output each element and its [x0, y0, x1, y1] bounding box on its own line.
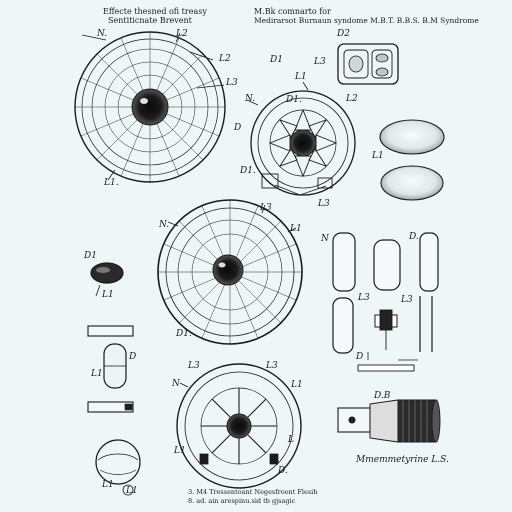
label-l3f: L3: [401, 295, 413, 305]
label-l1f: L1: [91, 369, 103, 379]
label-d1b: D1.: [286, 95, 302, 105]
label-l3h: L3: [266, 361, 278, 371]
label-db1: D.B: [374, 391, 391, 401]
label-l1i: L1: [102, 480, 114, 490]
right-subtitle: Medirarsot Burnaun syndome M.B.T. B.B.S.…: [254, 16, 479, 25]
label-l1e: L1: [102, 290, 114, 300]
label-lc: L: [288, 435, 294, 445]
coupling-top-right-icon: [337, 43, 399, 85]
label-l2c: L2: [346, 94, 358, 104]
label-nf: N: [172, 379, 180, 389]
label-d1: D1: [270, 55, 283, 65]
label-d3: D: [129, 352, 137, 362]
label-l3d: L3: [260, 203, 272, 213]
footer-line-2: 8. ad. ain arespinu.sid tb gjsagic: [188, 497, 296, 505]
lens-right-icon: [379, 119, 445, 201]
left-title: Effecte thesned ofi treasy: [103, 7, 207, 16]
label-l1h: L1: [174, 446, 186, 456]
label-db: D: [234, 123, 242, 133]
label-l1c: L1: [372, 151, 384, 161]
label-l2b: L2: [219, 54, 231, 64]
label-l3g: L3: [188, 361, 200, 371]
label-d1e: D1: [84, 251, 97, 261]
label-l3a: L3: [226, 78, 238, 88]
label-nd: N: [321, 234, 329, 244]
rounded-cylinders-icon: [332, 232, 439, 372]
right-title: M.Bk comnarto for: [254, 7, 331, 16]
label-l1b: L1: [295, 72, 307, 82]
label-l2a: L2: [176, 29, 188, 39]
rods-icon: [87, 325, 134, 413]
cylinder-assembly-icon: [337, 399, 441, 443]
pill-icon: [103, 343, 127, 389]
label-d2b: D.: [409, 232, 419, 242]
left-subtitle: Sentiticnate Brevent: [108, 16, 192, 25]
label-l1j: L1: [126, 486, 138, 496]
label-l3b: L3: [314, 57, 326, 67]
label-d2: D2: [337, 29, 350, 39]
label-d1c: D1.: [240, 166, 256, 176]
footer-line-1: 3. M4 Tressentoant Negesfroent Flesih: [188, 488, 318, 496]
label-l1: L1.: [104, 178, 119, 188]
label-l1d: L1: [290, 224, 302, 234]
round-chart-bottom-icon: [176, 363, 302, 489]
label-d2c: D.: [278, 466, 288, 476]
label-dg: D: [356, 352, 364, 362]
label-l3c: L3: [318, 199, 330, 209]
label-d1d: D1.: [176, 329, 192, 339]
round-chart-top-left-icon: [74, 31, 226, 183]
label-nc: N.: [159, 220, 170, 230]
round-chart-center-icon: [157, 199, 303, 345]
wheel-top-center-icon: [246, 81, 356, 196]
label-l3e: L3: [358, 293, 370, 303]
label-l1g: L1: [291, 380, 303, 390]
small-bean-icon: [90, 262, 124, 297]
right-caption: Mmemmetyrine L.S.: [356, 455, 449, 465]
sphere-icon: [95, 439, 141, 496]
label-n1: N.: [97, 29, 108, 39]
label-nb: N.: [245, 94, 256, 104]
